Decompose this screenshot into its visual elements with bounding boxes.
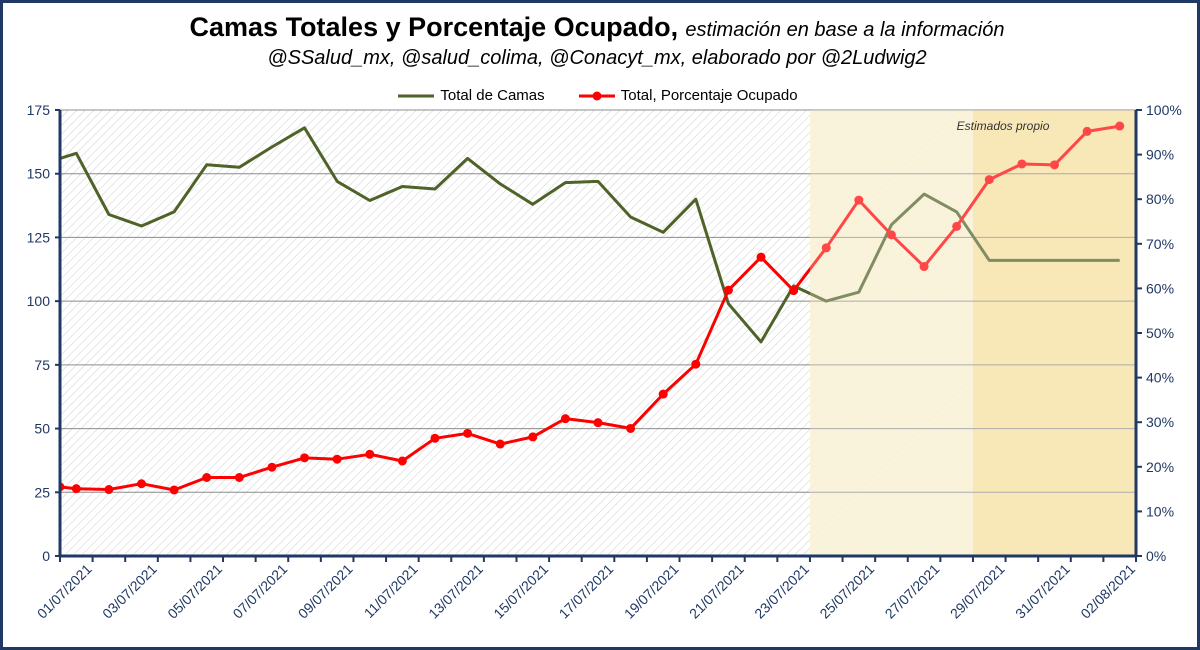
series-1-point-32 — [1082, 126, 1092, 136]
y-left-tick-label-3: 75 — [34, 357, 50, 373]
legend-label-porcentaje: Total, Porcentaje Ocupado — [620, 87, 798, 104]
legend-line-camas-icon — [398, 94, 435, 98]
x-tick-label-10: 21/07/2021 — [686, 561, 747, 622]
shaded-region-1 — [972, 110, 1136, 556]
y-right-tick-label-6: 60% — [1146, 280, 1174, 296]
legend-item-porcentaje: Total, Porcentaje Ocupado — [577, 87, 798, 104]
y-left-tick-label-5: 125 — [27, 229, 51, 245]
series-1-point-26 — [886, 230, 896, 240]
x-tick-label-7: 15/07/2021 — [490, 561, 551, 622]
series-line-1 — [60, 124, 1120, 492]
y-right-tick-label-5: 50% — [1146, 325, 1174, 341]
series-1-point-33 — [1115, 121, 1125, 131]
y-left-tick-label-6: 150 — [27, 166, 51, 182]
shaded-region-0 — [809, 110, 973, 556]
chart-legend: Total de Camas Total, Porcentaje Ocupado — [0, 87, 1194, 104]
x-tick-label-2: 05/07/2021 — [164, 561, 225, 622]
series-1-point-2 — [104, 485, 114, 495]
series-1-point-15 — [528, 432, 538, 442]
y-left-tick-label-2: 50 — [34, 421, 50, 437]
y-left-tick-label-7: 175 — [27, 102, 51, 118]
x-tick-label-4: 09/07/2021 — [295, 561, 356, 622]
series-1-point-7 — [267, 462, 277, 472]
series-1-point-3 — [137, 479, 147, 489]
y-right-tick-label-9: 90% — [1146, 147, 1174, 163]
y-right-tick-label-3: 30% — [1146, 414, 1174, 430]
series-1-point-27 — [919, 262, 929, 272]
x-tick-label-1: 03/07/2021 — [99, 561, 160, 622]
series-1-point-4 — [169, 485, 179, 495]
legend-label-camas: Total de Camas — [440, 87, 545, 104]
annotation-estimados: Estimados propio — [957, 119, 1050, 133]
y-right-tick-label-2: 20% — [1146, 459, 1174, 475]
x-tick-label-3: 07/07/2021 — [229, 561, 290, 622]
series-1-point-19 — [658, 389, 668, 399]
chart-title: Camas Totales y Porcentaje Ocupado, — [189, 12, 679, 42]
y-right-tick-label-0: 0% — [1146, 548, 1166, 564]
series-line-0 — [60, 126, 1120, 344]
chart-title-block: Camas Totales y Porcentaje Ocupado, esti… — [0, 12, 1194, 71]
series-1-point-5 — [202, 473, 212, 483]
x-tick-label-8: 17/07/2021 — [556, 561, 617, 622]
y-left-tick-label-0: 0 — [42, 548, 50, 564]
series-1-point-9 — [332, 454, 342, 464]
series-1-point-18 — [626, 423, 636, 433]
x-tick-label-14: 29/07/2021 — [947, 561, 1008, 622]
x-tick-label-13: 27/07/2021 — [882, 561, 943, 622]
x-tick-label-6: 13/07/2021 — [425, 561, 486, 622]
y-left-tick-label-1: 25 — [34, 484, 50, 500]
estimate-overlay — [809, 110, 1136, 556]
x-tick-label-9: 19/07/2021 — [621, 561, 682, 622]
series-1-point-30 — [1017, 159, 1027, 169]
y-left-tick-label-4: 100 — [27, 293, 51, 309]
series-1-point-6 — [234, 473, 244, 483]
series-1-point-20 — [691, 359, 701, 369]
series-1-point-23 — [789, 286, 799, 296]
series-1-point-28 — [952, 221, 962, 231]
title-line-1: Camas Totales y Porcentaje Ocupado, esti… — [0, 12, 1194, 45]
legend-line-porcentaje-icon — [578, 91, 615, 101]
series-1-point-22 — [756, 252, 766, 262]
series-1-point-16 — [560, 414, 570, 424]
x-tick-label-0: 01/07/2021 — [34, 561, 95, 622]
series-1-point-14 — [495, 439, 505, 449]
series-1-point-11 — [397, 456, 407, 466]
chart-subtitle-part1: estimación en base a la información — [685, 19, 1005, 41]
legend-item-camas: Total de Camas — [396, 87, 545, 104]
series-1-point-25 — [854, 195, 864, 205]
y-right-tick-label-1: 10% — [1146, 503, 1174, 519]
series-1-point-1 — [71, 484, 81, 494]
series-1-point-8 — [300, 453, 310, 463]
series-1-point-10 — [365, 449, 375, 459]
chart-subtitle-part2: @SSalud_mx, @salud_colima, @Conacyt_mx, … — [267, 47, 927, 69]
y-right-tick-label-7: 70% — [1146, 236, 1174, 252]
series-1-point-13 — [463, 428, 473, 438]
series-1-point-21 — [723, 285, 733, 295]
x-tick-label-12: 25/07/2021 — [816, 561, 877, 622]
x-tick-label-16: 02/08/2021 — [1077, 561, 1138, 622]
series-1-point-29 — [984, 175, 994, 185]
y-right-tick-label-10: 100% — [1146, 102, 1182, 118]
x-tick-label-15: 31/07/2021 — [1012, 561, 1073, 622]
x-tick-label-11: 23/07/2021 — [751, 561, 812, 622]
series-1-point-31 — [1049, 160, 1059, 170]
series-1-point-24 — [821, 243, 831, 253]
x-tick-label-5: 11/07/2021 — [361, 561, 421, 621]
y-right-tick-label-4: 40% — [1146, 370, 1174, 386]
y-right-tick-label-8: 80% — [1146, 191, 1174, 207]
series-1-point-17 — [593, 418, 603, 428]
series-1-point-12 — [430, 433, 440, 443]
